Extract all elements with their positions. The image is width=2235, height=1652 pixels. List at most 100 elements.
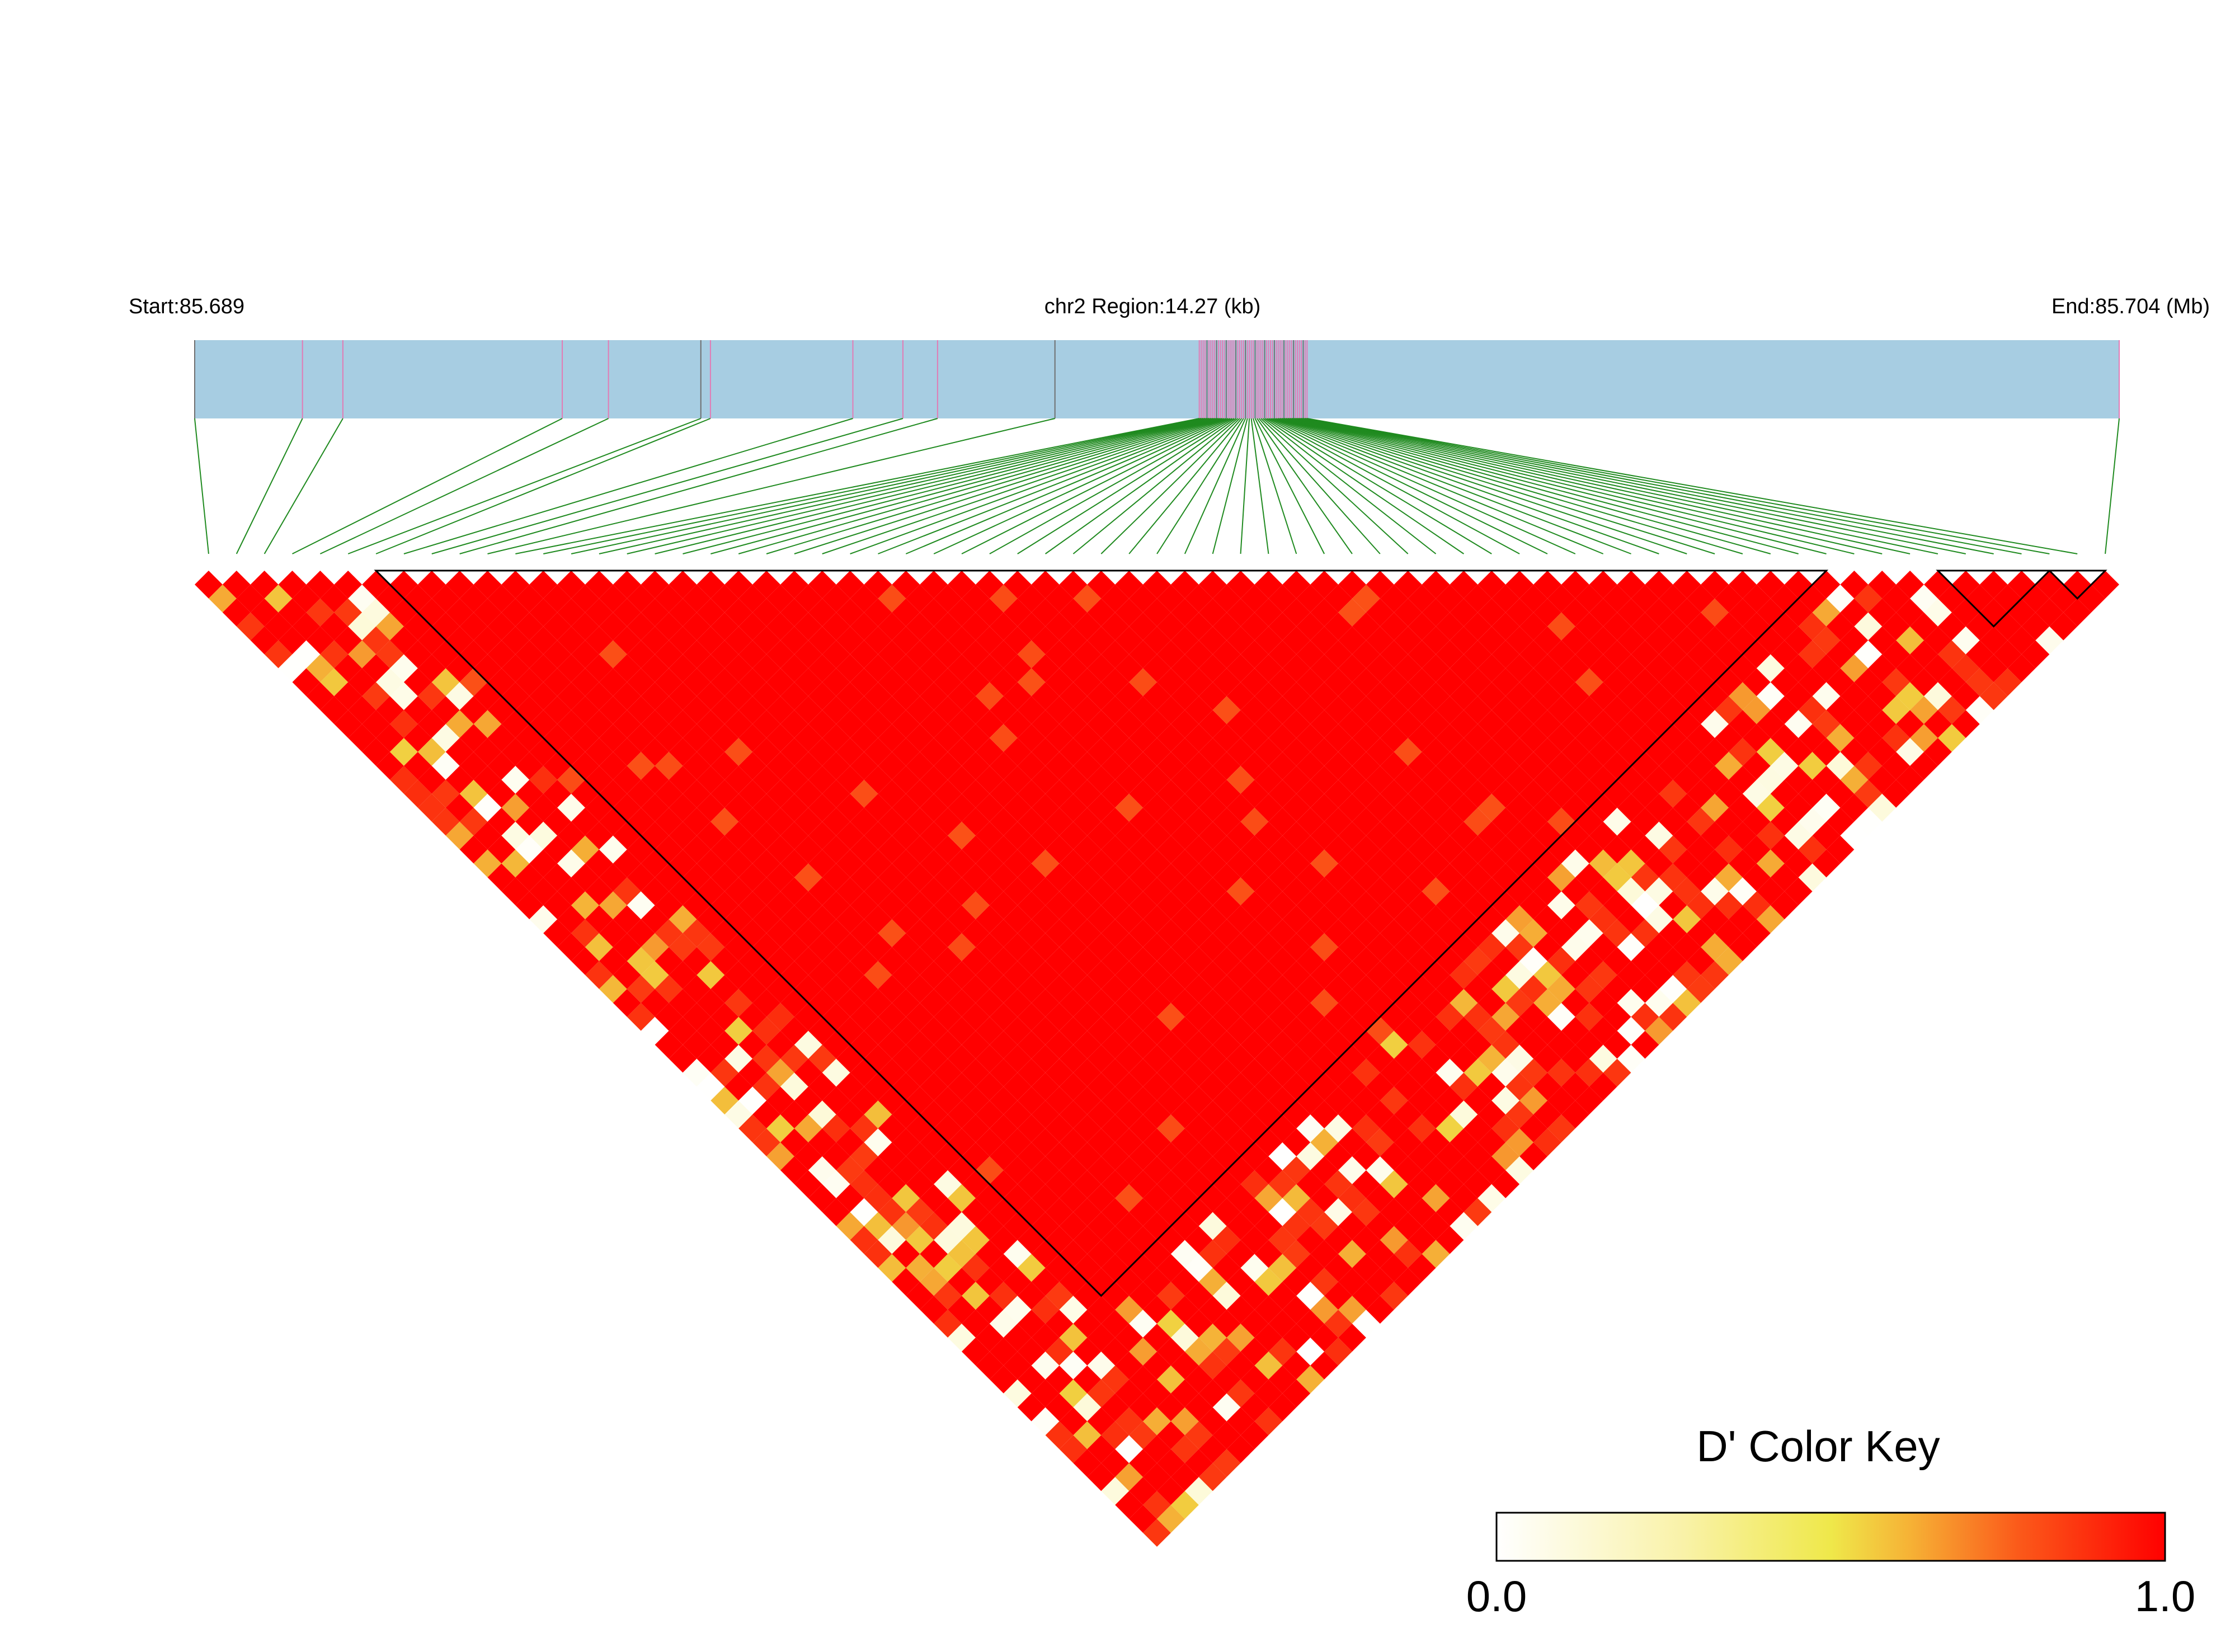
ld-cell: [669, 961, 697, 989]
ld-cell: [1129, 640, 1157, 669]
ld-cell: [1589, 961, 1617, 989]
ld-cell: [920, 1212, 948, 1240]
ld-cell: [1268, 1058, 1297, 1087]
ld-cell: [1045, 947, 1074, 975]
ld-cell: [1143, 849, 1171, 878]
ld-cell: [1282, 1044, 1311, 1073]
ld-cell: [1798, 612, 1827, 641]
ld-cell: [780, 738, 808, 766]
ld-cell: [1798, 807, 1827, 836]
ld-cell: [780, 710, 808, 738]
ld-cell: [473, 738, 502, 766]
ld-cell: [711, 1030, 739, 1059]
ld-cell: [1924, 654, 1952, 683]
ld-cell: [1868, 710, 1897, 738]
ld-cell: [1003, 1351, 1032, 1380]
ld-cell: [1017, 1310, 1046, 1338]
ld-cell: [1729, 710, 1757, 738]
ld-cell: [1673, 738, 1701, 766]
ld-cell: [1826, 668, 1855, 696]
ld-cell: [1268, 807, 1297, 836]
ld-cell: [1115, 765, 1144, 794]
ld-cell: [1003, 1072, 1032, 1101]
ld-cell: [1338, 793, 1366, 822]
ld-cell: [334, 626, 363, 655]
ld-cell: [1087, 1100, 1116, 1129]
snp-connector: [1266, 418, 1492, 554]
ld-cell: [975, 1044, 1004, 1073]
ld-cell: [934, 1310, 962, 1338]
snp-connector: [683, 418, 1211, 554]
snp-connector: [1299, 418, 1966, 554]
ld-cell: [962, 1310, 990, 1338]
ld-cell: [975, 1268, 1004, 1296]
ld-cell: [1268, 1338, 1297, 1366]
ld-cell: [2007, 626, 2036, 655]
ld-cell: [1226, 821, 1255, 850]
ld-cell: [515, 835, 544, 864]
snp-connector: [403, 418, 853, 554]
ld-cell: [1631, 863, 1659, 892]
ld-cell: [292, 668, 321, 696]
ld-cell: [1380, 1003, 1408, 1031]
ld-cell: [1073, 1310, 1102, 1338]
snp-connector: [766, 418, 1217, 554]
ld-cell: [711, 584, 739, 613]
ld-cell: [1157, 1477, 1185, 1505]
ld-cell: [1798, 668, 1827, 696]
ld-cell: [2007, 654, 2036, 683]
ld-cell: [1073, 1449, 1102, 1477]
ld-cell: [1436, 1058, 1464, 1087]
ld-cell: [1533, 1016, 1561, 1045]
ld-cell: [1310, 1072, 1339, 1101]
ld-cell: [1310, 1016, 1339, 1045]
ld-cell: [1854, 696, 1883, 724]
ld-cell: [1129, 1477, 1157, 1505]
ld-cell: [1268, 1365, 1297, 1394]
ld-cell: [1408, 919, 1436, 948]
ld-cell: [2035, 598, 2064, 627]
ld-cell: [780, 1100, 808, 1129]
ld-cell: [1645, 571, 1673, 599]
ld-cell: [1338, 989, 1366, 1017]
ld-cell: [1715, 612, 1743, 641]
ld-cell: [1087, 1044, 1116, 1073]
ld-cell: [1268, 696, 1297, 724]
ld-cell: [1198, 877, 1227, 906]
ld-cell: [501, 793, 530, 822]
ld-cell: [1659, 919, 1687, 948]
ld-cell: [1324, 1282, 1352, 1310]
ld-cell: [641, 598, 669, 627]
ld-cell: [1533, 989, 1561, 1017]
ld-cell: [473, 571, 502, 599]
ld-cell: [1366, 765, 1394, 794]
ld-cell: [1603, 724, 1631, 752]
ld-cell: [1282, 793, 1311, 822]
snp-connectors: [194, 418, 2120, 554]
ld-cell: [250, 626, 279, 655]
snp-connector: [236, 418, 303, 554]
ld-cell: [1519, 612, 1547, 641]
ld-cell: [934, 1170, 962, 1198]
ld-cell: [501, 877, 530, 906]
ld-cell: [1157, 1338, 1185, 1366]
ld-cell: [501, 598, 530, 627]
ld-cell: [752, 765, 780, 794]
ld-cell: [1268, 1393, 1297, 1422]
ld-cell: [822, 835, 850, 864]
ld-cell: [1366, 1100, 1394, 1129]
ld-cell: [1603, 584, 1631, 613]
ld-cell: [1464, 1142, 1492, 1170]
ld-cell: [975, 571, 1004, 599]
ld-cell: [1380, 1114, 1408, 1143]
ld-cell: [1268, 724, 1297, 752]
ld-cell: [1478, 1156, 1506, 1184]
ld-cell: [362, 598, 390, 627]
ld-cell: [278, 654, 307, 683]
ld-cell: [459, 612, 488, 641]
ld-cell: [752, 793, 780, 822]
ld-cell: [1157, 1058, 1185, 1087]
ld-cell: [1491, 612, 1520, 641]
ld-cell: [529, 710, 558, 738]
ld-cell: [1003, 1016, 1032, 1045]
